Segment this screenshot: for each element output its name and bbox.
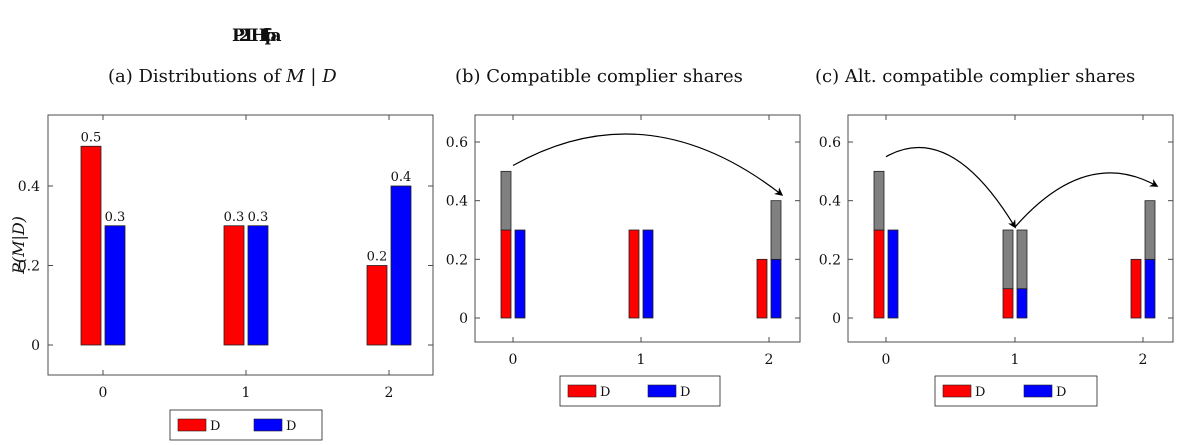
x-tick-label: 0 bbox=[882, 352, 891, 368]
y-tick-label: 0 bbox=[832, 311, 841, 327]
bar-blue bbox=[642, 229, 654, 319]
bar-blue bbox=[514, 229, 526, 319]
share-arrow bbox=[512, 133, 784, 196]
legend-label: D bbox=[286, 419, 296, 434]
bar-red bbox=[628, 229, 640, 319]
legend-swatch-red bbox=[177, 418, 207, 432]
bar-blue bbox=[1016, 288, 1028, 319]
data-label: 0.2 bbox=[367, 250, 388, 265]
data-label: 0.3 bbox=[105, 210, 126, 225]
bar-red bbox=[500, 229, 512, 319]
bar-red bbox=[873, 229, 885, 319]
bar-blue bbox=[104, 225, 126, 346]
bar-red bbox=[80, 145, 102, 346]
bar-red bbox=[756, 258, 768, 319]
overprinted-title: P2LHfffpa bbox=[232, 26, 282, 46]
data-label: 0.4 bbox=[391, 170, 412, 185]
caption-c: (c) Alt. compatible complier shares bbox=[815, 66, 1136, 87]
y-tick-label: 0.4 bbox=[446, 194, 468, 210]
bar-red bbox=[366, 265, 388, 346]
y-tick-label: 0 bbox=[459, 311, 468, 327]
y-tick-label: 0.2 bbox=[819, 252, 841, 268]
y-tick-label: 0.6 bbox=[446, 135, 468, 151]
bar-blue bbox=[887, 229, 899, 319]
y-tick-label: 0.4 bbox=[18, 179, 40, 195]
legend-swatch-blue bbox=[253, 418, 283, 432]
caption-a: (a) Distributions of M | D bbox=[108, 66, 337, 87]
plot-frame bbox=[47, 114, 434, 376]
plot-frame bbox=[847, 114, 1174, 343]
legend-swatch-blue bbox=[647, 384, 677, 398]
bar-blue bbox=[1144, 258, 1156, 319]
bar-blue bbox=[390, 185, 412, 346]
y-tick-label: 0.2 bbox=[446, 252, 468, 268]
x-tick-label: 2 bbox=[765, 352, 774, 368]
chart-b: 0 0.2 0.4 0.6 0 1 2 D D bbox=[446, 114, 801, 407]
bar-blue bbox=[770, 258, 782, 319]
x-tick-label: 0 bbox=[99, 385, 108, 401]
share-arrow bbox=[885, 147, 1016, 229]
bar-gray-share bbox=[1144, 200, 1156, 260]
y-tick-label: 0.2 bbox=[18, 259, 40, 275]
legend-label: D bbox=[1056, 385, 1066, 400]
legend-label: D bbox=[210, 419, 220, 434]
x-tick-label: 1 bbox=[637, 352, 646, 368]
bar-gray-share bbox=[873, 170, 885, 231]
legend-label: D bbox=[975, 385, 985, 400]
y-tick-label: 0 bbox=[31, 338, 40, 354]
bar-gray-share bbox=[500, 170, 512, 231]
bar-red bbox=[1130, 258, 1142, 319]
share-arrow bbox=[1014, 172, 1159, 228]
data-label: 0.3 bbox=[224, 210, 245, 225]
caption-b: (b) Compatible complier shares bbox=[455, 66, 743, 87]
x-tick-label: 2 bbox=[385, 385, 394, 401]
bar-gray-share bbox=[770, 200, 782, 260]
x-tick-label: 0 bbox=[509, 352, 518, 368]
y-tick-label: 0.6 bbox=[819, 135, 841, 151]
chart-a: 00.20.40 1 20.50.30.20.3 0.30.4P(M|D)D D bbox=[9, 114, 434, 441]
legend-label: D bbox=[600, 385, 610, 400]
chart-c: 0 0.2 0.4 0.6 0 1 2 D D bbox=[819, 114, 1174, 407]
data-label: 0.3 bbox=[248, 210, 269, 225]
legend-swatch-red bbox=[942, 384, 972, 398]
y-axis-label: P(M|D) bbox=[9, 216, 28, 275]
legend-swatch-red bbox=[567, 384, 597, 398]
legend-swatch-blue bbox=[1023, 384, 1053, 398]
bar-red bbox=[223, 225, 245, 346]
data-label: 0.5 bbox=[81, 130, 102, 145]
x-tick-label: 1 bbox=[1011, 352, 1020, 368]
bar-gray-share bbox=[1002, 229, 1014, 290]
plot-frame bbox=[474, 114, 801, 343]
x-tick-label: 2 bbox=[1139, 352, 1148, 368]
x-tick-label: 1 bbox=[242, 385, 251, 401]
bar-blue bbox=[247, 225, 269, 346]
legend-label: D bbox=[680, 385, 690, 400]
bar-gray-share bbox=[1016, 229, 1028, 290]
bar-red bbox=[1002, 288, 1014, 319]
y-tick-label: 0.4 bbox=[819, 194, 841, 210]
